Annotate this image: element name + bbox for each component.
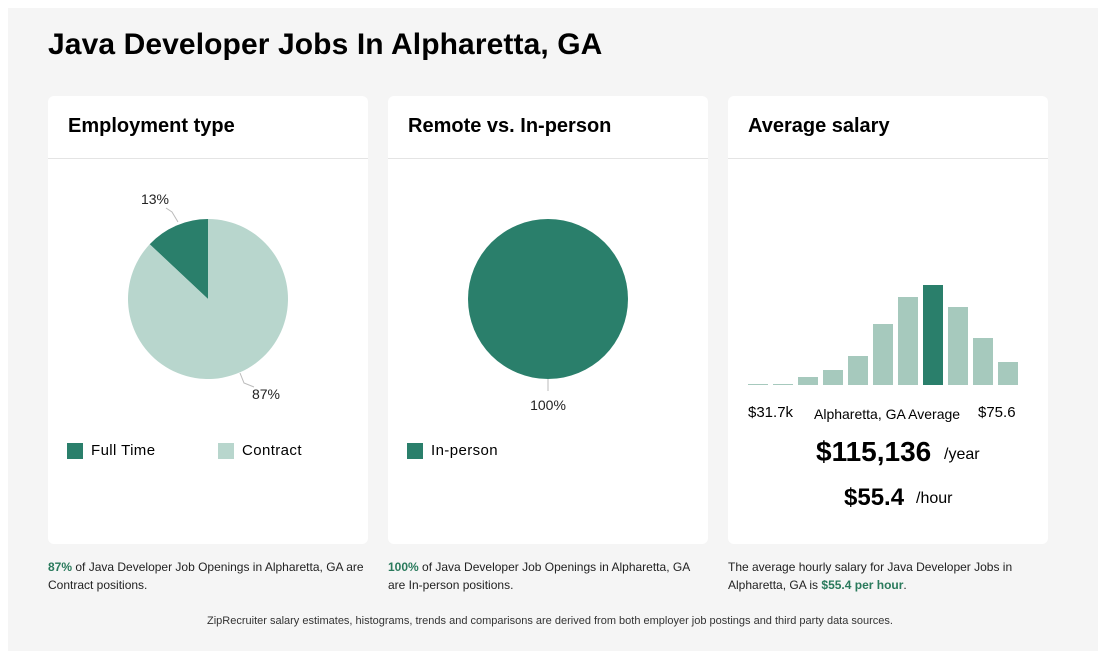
salary-caption: The average hourly salary for Java Devel… xyxy=(728,558,1028,594)
legend-full-time: Full Time xyxy=(67,442,155,459)
card-title: Employment type xyxy=(68,115,235,137)
legend-swatch-contract xyxy=(218,442,234,459)
hourly-salary-value: $55.4 xyxy=(844,484,905,511)
legend-in-person: In-person xyxy=(407,442,498,459)
caption-highlight: 87% xyxy=(48,560,73,574)
histogram-bar xyxy=(848,356,868,385)
histogram-bar xyxy=(973,338,993,385)
yearly-salary-value: $115,136 xyxy=(816,436,932,467)
remote-pie-chart: 100% xyxy=(468,219,628,413)
legend-label: Contract xyxy=(242,442,302,459)
employment-pie-chart: 13% 87% xyxy=(128,191,288,402)
employment-type-card: Employment type 13% 87% Full Time Contrac… xyxy=(48,96,368,544)
histogram-bar xyxy=(948,307,968,385)
pie-data-label: 13% xyxy=(141,191,169,207)
legend-contract: Contract xyxy=(218,442,302,459)
salary-average-label: Alpharetta, GA Average xyxy=(814,406,961,422)
card-title: Average salary xyxy=(748,115,890,137)
employment-caption: 87% of Java Developer Job Openings in Al… xyxy=(48,558,373,594)
yearly-unit: /year xyxy=(944,446,980,463)
pie-label-leader xyxy=(239,372,255,388)
footer-disclaimer: ZipRecruiter salary estimates, histogram… xyxy=(207,615,893,627)
card-title: Remote vs. In-person xyxy=(408,115,612,137)
caption-text: of Java Developer Job Openings in Alphar… xyxy=(48,560,364,592)
remote-vs-inperson-card: Remote vs. In-person 100% In-person xyxy=(388,96,708,544)
legend-swatch-in-person xyxy=(407,442,423,459)
pie-slice-contract xyxy=(128,219,288,379)
legend-label: In-person xyxy=(431,442,498,459)
histogram-bar xyxy=(773,384,793,385)
salary-histogram xyxy=(748,285,1018,385)
histogram-bar xyxy=(998,362,1018,385)
caption-text: The average hourly salary for Java Devel… xyxy=(728,560,1013,592)
salary-max-label: $75.6 xyxy=(978,404,1016,421)
pie-label-leader xyxy=(165,207,179,223)
histogram-bar-highlight xyxy=(923,285,943,385)
histogram-bar xyxy=(873,324,893,385)
histogram-bar xyxy=(898,297,918,385)
legend-swatch-full-time xyxy=(67,442,83,459)
pie-slice-in-person xyxy=(468,219,628,379)
legend-label: Full Time xyxy=(91,442,156,459)
pie-data-label: 100% xyxy=(530,397,566,413)
caption-text-end: . xyxy=(903,578,907,592)
card-divider xyxy=(388,158,708,159)
pie-data-label: 87% xyxy=(252,386,280,402)
caption-highlight: 100% xyxy=(388,560,419,574)
salary-min-label: $31.7k xyxy=(748,404,794,421)
histogram-bar xyxy=(823,370,843,385)
histogram-bar xyxy=(798,377,818,385)
pie-slice-full-time xyxy=(149,219,208,299)
card-divider xyxy=(48,158,368,159)
hourly-unit: /hour xyxy=(916,490,953,507)
remote-caption: 100% of Java Developer Job Openings in A… xyxy=(388,558,698,594)
caption-highlight: $55.4 per hour xyxy=(821,578,904,592)
histogram-bar xyxy=(748,384,768,385)
page-title: Java Developer Jobs In Alpharetta, GA xyxy=(48,28,603,61)
average-salary-card: Average salary $31.7k Alpharetta, GA Ave… xyxy=(728,96,1048,544)
card-divider xyxy=(728,158,1048,159)
caption-text: of Java Developer Job Openings in Alphar… xyxy=(388,560,690,592)
